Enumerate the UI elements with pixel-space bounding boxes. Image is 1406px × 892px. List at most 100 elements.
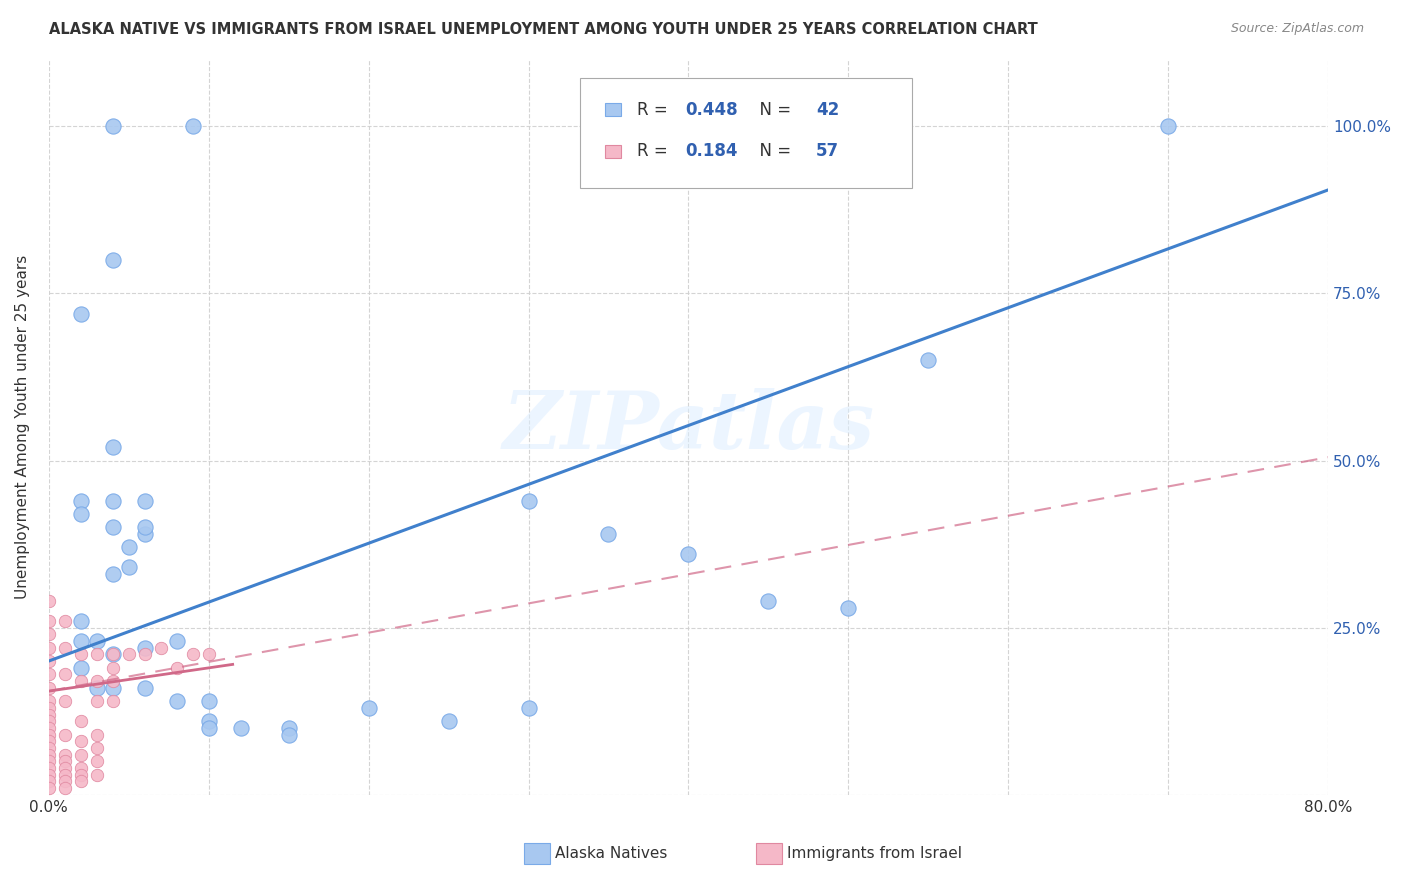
Text: R =: R =	[637, 101, 672, 119]
Point	[86, 694, 108, 708]
Point	[86, 681, 108, 695]
Point	[53, 614, 76, 628]
Point	[118, 541, 141, 555]
Point	[38, 754, 60, 768]
Point	[38, 614, 60, 628]
Point	[86, 648, 108, 662]
Text: ALASKA NATIVE VS IMMIGRANTS FROM ISRAEL UNEMPLOYMENT AMONG YOUTH UNDER 25 YEARS : ALASKA NATIVE VS IMMIGRANTS FROM ISRAEL …	[49, 22, 1038, 37]
Point	[101, 648, 124, 662]
Point	[86, 727, 108, 741]
Point	[101, 520, 124, 534]
Point	[38, 594, 60, 608]
Point	[134, 527, 156, 541]
Point	[38, 774, 60, 789]
Point	[53, 761, 76, 775]
Text: 0.448: 0.448	[685, 101, 738, 119]
Point	[357, 701, 380, 715]
Point	[38, 681, 60, 695]
Point	[101, 694, 124, 708]
Point	[101, 253, 124, 268]
Point	[38, 747, 60, 762]
Point	[69, 307, 91, 321]
Text: 57: 57	[815, 143, 839, 161]
Point	[38, 767, 60, 781]
Point	[69, 714, 91, 729]
Point	[53, 727, 76, 741]
Point	[437, 714, 460, 729]
Point	[134, 681, 156, 695]
Point	[69, 674, 91, 689]
Point	[197, 694, 219, 708]
Text: 42: 42	[815, 101, 839, 119]
Text: Alaska Natives: Alaska Natives	[555, 847, 668, 861]
Point	[277, 727, 299, 741]
Point	[38, 727, 60, 741]
Point	[134, 520, 156, 534]
Point	[517, 701, 540, 715]
Point	[678, 547, 700, 561]
Point	[86, 674, 108, 689]
Point	[38, 640, 60, 655]
Point	[69, 774, 91, 789]
Point	[38, 740, 60, 755]
Point	[134, 648, 156, 662]
Point	[69, 493, 91, 508]
Point	[38, 654, 60, 668]
Point	[38, 701, 60, 715]
Point	[229, 721, 252, 735]
Point	[69, 648, 91, 662]
Point	[38, 721, 60, 735]
Point	[69, 614, 91, 628]
Point	[38, 734, 60, 748]
Bar	[606, 103, 621, 116]
Point	[917, 353, 939, 368]
Point	[101, 681, 124, 695]
Point	[101, 120, 124, 134]
Point	[181, 120, 204, 134]
Point	[38, 707, 60, 722]
Point	[53, 780, 76, 795]
Point	[277, 721, 299, 735]
Point	[69, 761, 91, 775]
Point	[197, 648, 219, 662]
Point	[53, 754, 76, 768]
Text: N =: N =	[749, 143, 797, 161]
Point	[69, 634, 91, 648]
Y-axis label: Unemployment Among Youth under 25 years: Unemployment Among Youth under 25 years	[15, 255, 30, 599]
Point	[53, 667, 76, 681]
Point	[86, 754, 108, 768]
Text: Immigrants from Israel: Immigrants from Israel	[787, 847, 962, 861]
Point	[69, 507, 91, 521]
Point	[758, 594, 780, 608]
Bar	[606, 145, 621, 158]
Point	[101, 567, 124, 582]
Text: Source: ZipAtlas.com: Source: ZipAtlas.com	[1230, 22, 1364, 36]
Point	[38, 627, 60, 641]
Point	[134, 640, 156, 655]
Point	[101, 493, 124, 508]
Point	[38, 761, 60, 775]
Point	[53, 694, 76, 708]
Point	[837, 600, 859, 615]
Point	[53, 747, 76, 762]
Point	[101, 661, 124, 675]
Point	[38, 714, 60, 729]
FancyBboxPatch shape	[579, 78, 912, 188]
Point	[101, 440, 124, 454]
Point	[38, 694, 60, 708]
Point	[69, 734, 91, 748]
Text: ZIPatlas: ZIPatlas	[502, 388, 875, 466]
Point	[69, 747, 91, 762]
Point	[149, 640, 172, 655]
Text: R =: R =	[637, 143, 672, 161]
Text: N =: N =	[749, 101, 797, 119]
Point	[517, 493, 540, 508]
Text: 0.184: 0.184	[685, 143, 738, 161]
Point	[166, 634, 188, 648]
Point	[38, 780, 60, 795]
Point	[101, 648, 124, 662]
Point	[86, 740, 108, 755]
Point	[69, 661, 91, 675]
Point	[118, 648, 141, 662]
Point	[38, 667, 60, 681]
